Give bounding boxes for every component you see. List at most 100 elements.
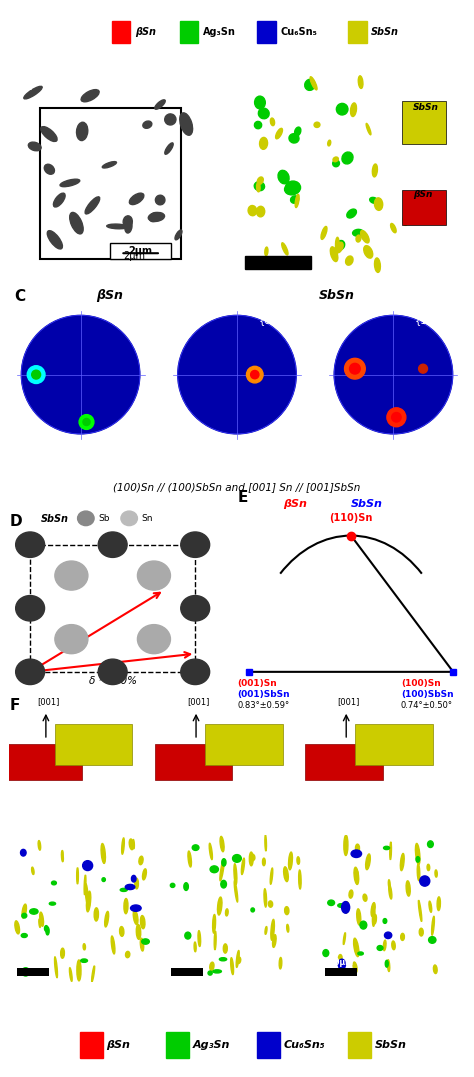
Text: (100)Sn // (100)SbSn and [001] Sn // [001]SbSn: (100)Sn // (100)SbSn and [001] Sn // [00… xyxy=(113,481,361,492)
Circle shape xyxy=(16,659,45,685)
Ellipse shape xyxy=(213,914,216,933)
Ellipse shape xyxy=(251,908,255,912)
Ellipse shape xyxy=(299,870,301,889)
Ellipse shape xyxy=(403,212,409,225)
Ellipse shape xyxy=(338,954,342,962)
Ellipse shape xyxy=(354,938,359,956)
Ellipse shape xyxy=(222,858,226,866)
Ellipse shape xyxy=(342,152,353,164)
Bar xyxy=(348,1033,371,1058)
Ellipse shape xyxy=(349,363,360,374)
Ellipse shape xyxy=(374,198,383,210)
Ellipse shape xyxy=(85,884,88,904)
Ellipse shape xyxy=(219,957,227,961)
Circle shape xyxy=(181,596,210,621)
Ellipse shape xyxy=(287,924,289,932)
Ellipse shape xyxy=(363,894,367,901)
Ellipse shape xyxy=(337,240,345,250)
Ellipse shape xyxy=(192,844,199,851)
Ellipse shape xyxy=(248,206,257,215)
Ellipse shape xyxy=(374,258,381,272)
Bar xyxy=(325,968,357,976)
Ellipse shape xyxy=(333,157,338,162)
Text: (100)Sn: (100)Sn xyxy=(401,680,441,688)
Ellipse shape xyxy=(149,212,159,222)
Ellipse shape xyxy=(428,841,433,848)
Ellipse shape xyxy=(330,247,338,262)
Ellipse shape xyxy=(282,242,288,255)
Ellipse shape xyxy=(39,919,40,927)
Ellipse shape xyxy=(428,937,436,943)
Ellipse shape xyxy=(257,177,263,184)
Text: SbSn: SbSn xyxy=(319,290,355,303)
Text: Cu₆Sn₅: Cu₆Sn₅ xyxy=(283,1040,325,1050)
Ellipse shape xyxy=(102,162,117,168)
Ellipse shape xyxy=(328,900,335,906)
Ellipse shape xyxy=(32,867,34,875)
Ellipse shape xyxy=(383,847,390,850)
Ellipse shape xyxy=(198,931,201,947)
Ellipse shape xyxy=(384,932,392,938)
Ellipse shape xyxy=(218,897,222,915)
Ellipse shape xyxy=(83,943,85,950)
Ellipse shape xyxy=(101,843,105,864)
Ellipse shape xyxy=(249,852,253,866)
Text: βSn: βSn xyxy=(96,290,123,303)
Ellipse shape xyxy=(41,127,57,141)
Ellipse shape xyxy=(373,910,375,926)
Ellipse shape xyxy=(226,909,228,915)
Ellipse shape xyxy=(358,75,363,88)
Ellipse shape xyxy=(260,138,267,150)
Text: {100}: {100} xyxy=(112,314,143,325)
Ellipse shape xyxy=(385,961,388,967)
Ellipse shape xyxy=(278,170,289,184)
Ellipse shape xyxy=(415,843,420,865)
Ellipse shape xyxy=(345,901,348,913)
Ellipse shape xyxy=(210,866,219,872)
Ellipse shape xyxy=(360,921,367,929)
Text: C: C xyxy=(14,290,25,304)
Ellipse shape xyxy=(85,197,100,214)
Ellipse shape xyxy=(270,118,274,126)
Ellipse shape xyxy=(94,908,99,921)
Ellipse shape xyxy=(27,366,45,383)
Ellipse shape xyxy=(417,864,420,881)
Ellipse shape xyxy=(210,962,214,970)
Bar xyxy=(257,1033,280,1058)
Ellipse shape xyxy=(184,883,188,891)
Ellipse shape xyxy=(91,966,95,982)
Ellipse shape xyxy=(180,113,192,136)
Circle shape xyxy=(181,532,210,558)
Text: (001)Sn: (001)Sn xyxy=(237,680,277,688)
Ellipse shape xyxy=(221,880,227,887)
Ellipse shape xyxy=(143,869,146,880)
Text: B: B xyxy=(241,70,253,85)
Ellipse shape xyxy=(387,408,406,426)
Ellipse shape xyxy=(353,229,364,236)
Ellipse shape xyxy=(213,969,221,973)
Bar xyxy=(348,22,367,43)
Ellipse shape xyxy=(83,419,90,425)
Ellipse shape xyxy=(383,919,387,923)
Ellipse shape xyxy=(429,901,432,912)
Ellipse shape xyxy=(86,891,91,912)
Text: βSn: βSn xyxy=(283,500,307,509)
Text: E: E xyxy=(237,490,248,505)
Text: Ag₃Sn: Ag₃Sn xyxy=(203,27,236,37)
Ellipse shape xyxy=(107,224,128,228)
Ellipse shape xyxy=(254,182,264,191)
Ellipse shape xyxy=(347,209,356,218)
Text: (110)Sn: (110)Sn xyxy=(329,513,373,523)
Ellipse shape xyxy=(46,927,49,935)
Ellipse shape xyxy=(185,932,191,939)
Ellipse shape xyxy=(295,194,299,208)
Ellipse shape xyxy=(356,844,359,852)
Ellipse shape xyxy=(62,851,63,856)
Ellipse shape xyxy=(350,103,356,116)
Ellipse shape xyxy=(333,160,339,167)
Ellipse shape xyxy=(251,854,255,861)
Ellipse shape xyxy=(337,103,348,115)
Ellipse shape xyxy=(125,221,132,233)
Text: SbSn: SbSn xyxy=(351,500,383,509)
Ellipse shape xyxy=(284,907,289,914)
